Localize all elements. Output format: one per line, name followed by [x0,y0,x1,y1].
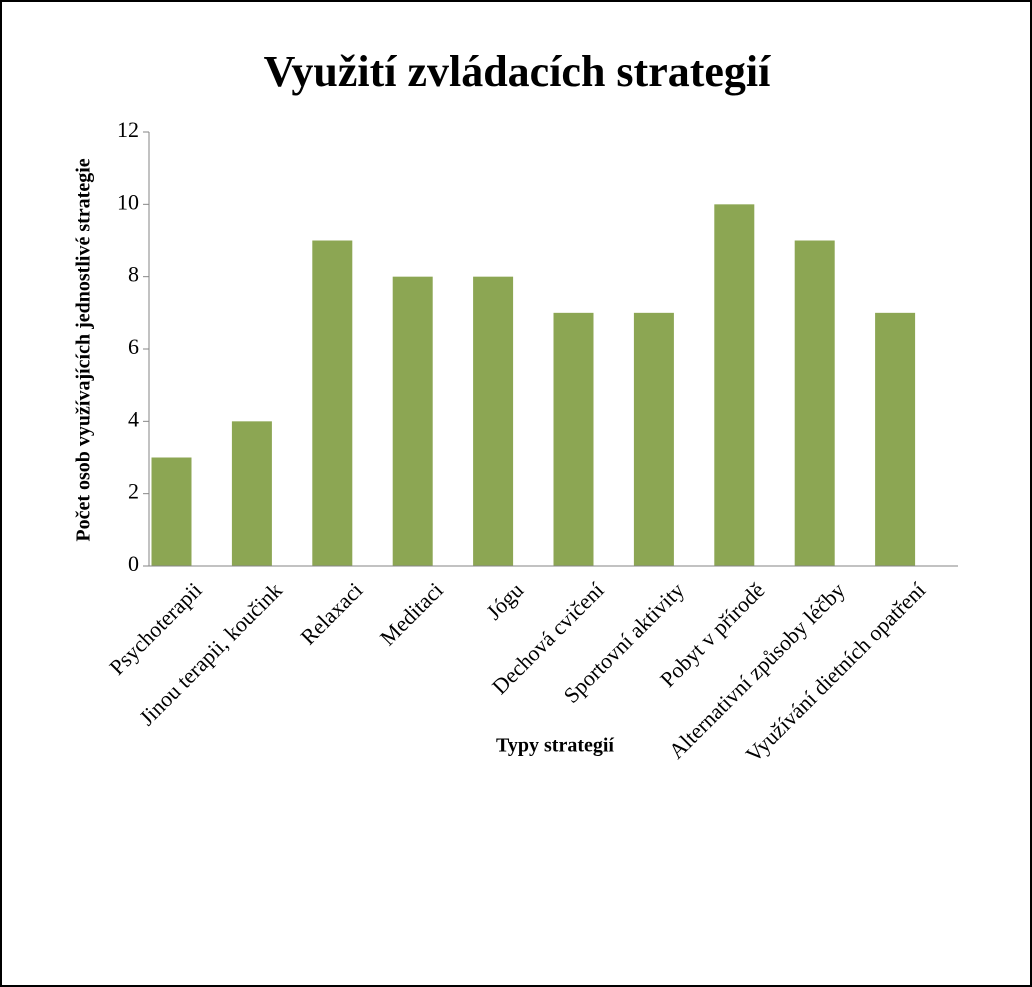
y-tick-label: 4 [128,406,139,431]
bar [392,276,433,566]
bar [633,312,674,566]
bar [794,240,835,566]
x-axis-title: Typy strategií [496,735,614,757]
y-tick-label: 10 [117,189,139,214]
y-axis-title: Počet osob využívajících jednostlivé str… [73,158,95,541]
y-tick-label: 2 [128,479,139,504]
bar [473,276,514,566]
bar [553,312,594,566]
bar [151,457,192,566]
y-tick-label: 6 [128,334,139,359]
bar [714,204,755,567]
y-tick-label: 0 [128,551,139,576]
bar [312,240,353,566]
chart-title: Využití zvládacích strategií [264,47,772,96]
y-tick-label: 8 [128,262,139,287]
bar [231,421,272,566]
y-tick-label: 12 [117,117,139,142]
bar [875,312,916,566]
